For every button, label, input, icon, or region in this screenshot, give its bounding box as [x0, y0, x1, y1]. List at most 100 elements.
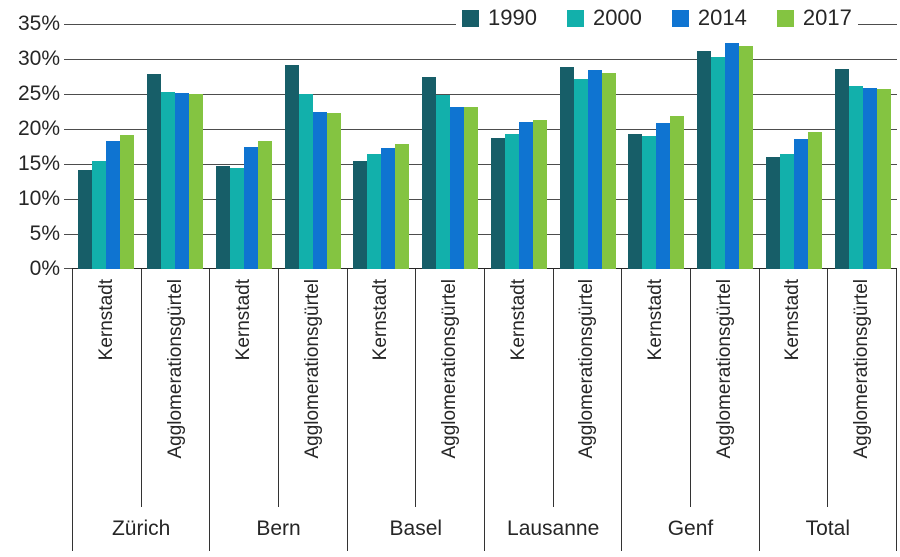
legend-item-2014: 2014 [671, 6, 747, 30]
subaxis-cell: Agglomerationsgürtel [828, 269, 896, 507]
bar-Total-Kernstadt-2000 [779, 153, 794, 269]
subaxis-group-Basel: Kernstadt Agglomerationsgürtel [348, 269, 485, 507]
group-label: Basel [389, 517, 443, 540]
legend-swatch-icon [671, 9, 689, 27]
legend-item-2017: 2017 [776, 6, 852, 30]
subaxis-group-Zürich: Kernstadt Agglomerationsgürtel [72, 269, 211, 507]
y-axis-tick [64, 234, 72, 235]
subaxis-group-Genf: Kernstadt Agglomerationsgürtel [622, 269, 760, 507]
cluster-label: Kernstadt [95, 279, 117, 361]
bar-Genf-Kernstadt-1990 [628, 133, 643, 269]
bar-group-Basel [347, 24, 485, 269]
bar-Total-Agglomerationsgürtel-1990 [834, 68, 849, 269]
group-cell-Bern: Bern [210, 507, 348, 551]
subaxis-group-Total: Kernstadt Agglomerationsgürtel [760, 269, 897, 507]
y-tick-label: 25% [17, 82, 60, 105]
bar-Bern-Agglomerationsgürtel-2017 [326, 112, 341, 269]
bar-group-Total [760, 24, 898, 269]
bar-Zürich-Kernstadt-2000 [92, 160, 107, 269]
y-tick-label: 30% [17, 47, 60, 70]
bar-Genf-Kernstadt-2014 [656, 122, 671, 269]
bar-Bern-Kernstadt-2014 [243, 147, 258, 269]
bar-cluster-Agglomerationsgürtel [553, 24, 622, 269]
subaxis-cell: Kernstadt [210, 269, 279, 507]
cluster-label: Agglomerationsgürtel [576, 279, 598, 459]
bar-Lausanne-Kernstadt-2017 [532, 119, 547, 269]
bar-cluster-Agglomerationsgürtel [278, 24, 347, 269]
gridline [72, 129, 897, 130]
legend-swatch-icon [462, 9, 479, 27]
legend-item-1990: 1990 [462, 6, 537, 30]
bar-cluster-Kernstadt [347, 24, 416, 269]
group-cell-Lausanne: Lausanne [485, 507, 623, 551]
bar-group-Bern [210, 24, 348, 269]
bar-Bern-Kernstadt-2000 [229, 168, 244, 269]
cluster-label: Agglomerationsgürtel [713, 279, 735, 459]
bar-Genf-Kernstadt-2000 [642, 136, 657, 269]
bar-cluster-Kernstadt [622, 24, 691, 269]
group-cell-Zürich: Zürich [72, 507, 211, 551]
y-tick-label: 5% [29, 222, 60, 245]
y-tick-label: 0% [29, 257, 60, 280]
bar-cluster-Kernstadt [760, 24, 829, 269]
bar-cluster-Kernstadt [485, 24, 554, 269]
group-label: Genf [667, 517, 714, 540]
subaxis-cell: Kernstadt [760, 269, 829, 507]
group-cell-Basel: Basel [348, 507, 485, 551]
bar-Lausanne-Agglomerationsgürtel-2014 [587, 70, 602, 269]
bar-Zürich-Agglomerationsgürtel-2014 [175, 93, 190, 269]
bar-Basel-Agglomerationsgürtel-2000 [436, 94, 451, 269]
bar-group-Genf [622, 24, 760, 269]
y-axis-tick [64, 58, 72, 60]
bar-Bern-Agglomerationsgürtel-2000 [298, 94, 313, 269]
cluster-label: Kernstadt [233, 279, 255, 361]
bar-Lausanne-Agglomerationsgürtel-2017 [601, 73, 616, 269]
bar-Zürich-Agglomerationsgürtel-2000 [161, 91, 176, 269]
y-tick-label: 10% [17, 187, 60, 210]
cluster-label: Agglomerationsgürtel [439, 279, 461, 459]
bar-Bern-Kernstadt-2017 [257, 140, 272, 269]
legend-label: 2000 [592, 5, 642, 30]
bar-Total-Agglomerationsgürtel-2014 [862, 87, 877, 269]
cluster-label: Agglomerationsgürtel [851, 279, 873, 459]
bar-Zürich-Kernstadt-2017 [120, 135, 135, 269]
gridline [72, 164, 897, 165]
bar-Total-Agglomerationsgürtel-2000 [848, 85, 863, 269]
subaxis-cell: Kernstadt [622, 269, 691, 507]
cluster-label: Kernstadt [507, 279, 529, 361]
bar-Zürich-Agglomerationsgürtel-1990 [147, 74, 162, 269]
subaxis-cell: Agglomerationsgürtel [691, 269, 759, 507]
bar-Basel-Agglomerationsgürtel-2014 [450, 106, 465, 269]
group-label: Total [805, 517, 850, 540]
legend-swatch-icon [776, 9, 794, 27]
bar-Basel-Kernstadt-2017 [395, 143, 410, 269]
bar-Lausanne-Kernstadt-1990 [490, 138, 505, 269]
subaxis-group-Bern: Kernstadt Agglomerationsgürtel [210, 269, 348, 507]
bar-cluster-Agglomerationsgürtel [691, 24, 760, 269]
subaxis-cell: Agglomerationsgürtel [142, 269, 210, 507]
bar-Total-Agglomerationsgürtel-2017 [876, 89, 891, 269]
group-label: Zürich [111, 517, 171, 540]
bar-Genf-Agglomerationsgürtel-2014 [725, 42, 740, 269]
y-axis: 0% 5% 10% 15% 20% 25% 30% 35% [0, 12, 60, 280]
bar-Genf-Agglomerationsgürtel-1990 [697, 50, 712, 269]
bar-group-Zürich [72, 24, 210, 269]
gridline [72, 234, 897, 235]
subaxis-cell: Agglomerationsgürtel [554, 269, 622, 507]
legend-swatch-icon [566, 9, 584, 27]
bar-Basel-Kernstadt-2000 [367, 153, 382, 269]
y-axis-tick [64, 199, 72, 200]
y-axis-tick [64, 268, 72, 269]
group-axis: Zürich Bern Basel Lausanne Genf Total [72, 507, 897, 551]
bar-Zürich-Agglomerationsgürtel-2017 [189, 94, 204, 269]
subaxis-cell: Agglomerationsgürtel [279, 269, 347, 507]
bars-row [72, 24, 897, 269]
bar-Total-Kernstadt-2014 [793, 138, 808, 269]
subaxis-group-Lausanne: Kernstadt Agglomerationsgürtel [485, 269, 623, 507]
bar-cluster-Kernstadt [210, 24, 279, 269]
y-tick-label: 15% [17, 152, 60, 175]
gridline [72, 59, 897, 60]
y-axis-tick [64, 128, 72, 130]
bar-Genf-Agglomerationsgürtel-2000 [711, 56, 726, 269]
bar-Lausanne-Agglomerationsgürtel-1990 [559, 66, 574, 269]
